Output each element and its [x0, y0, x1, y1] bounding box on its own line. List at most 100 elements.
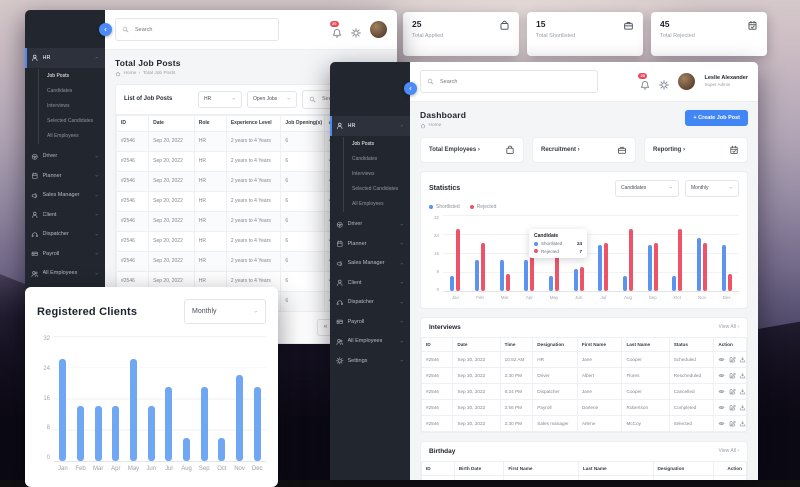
breadcrumb-home[interactable]: Home: [124, 71, 137, 76]
search-input[interactable]: [133, 26, 272, 34]
list-title: List of Job Posts: [124, 96, 193, 102]
sidebar-subitem-interviews[interactable]: Interviews: [343, 167, 410, 182]
avatar[interactable]: [678, 73, 695, 90]
y-tick-label: 16: [429, 251, 439, 256]
sidebar-item-payroll[interactable]: Payroll: [330, 312, 410, 332]
sidebar-item-sales-manager[interactable]: Sales Manager: [25, 186, 105, 206]
edit-icon[interactable]: [729, 356, 736, 363]
download-icon[interactable]: [739, 372, 746, 379]
sidebar-item-hr[interactable]: HR: [25, 48, 105, 68]
chev-down-icon: [94, 251, 100, 257]
clients-period-select[interactable]: Monthly: [184, 299, 266, 324]
sidebar-subitem-interviews[interactable]: Interviews: [38, 99, 105, 114]
card-icon: [31, 250, 39, 258]
sidebar-item-dispatcher[interactable]: Dispatcher: [25, 225, 105, 245]
sidebar-subitem-candidates[interactable]: Candidates: [343, 152, 410, 167]
download-icon[interactable]: [739, 356, 746, 363]
person-icon: [31, 54, 39, 62]
edit-icon[interactable]: [729, 372, 736, 379]
sidebar-subitem-selected-candidates[interactable]: Selected Candidates: [343, 182, 410, 197]
breadcrumb-home[interactable]: Home: [429, 123, 442, 128]
quick-link-recruitment[interactable]: Recruitment ›: [532, 137, 636, 163]
candidates-filter-value: Candidates: [621, 185, 646, 191]
sidebar-item-settings[interactable]: Settings: [330, 351, 410, 371]
quick-link-label: Reporting ›: [653, 147, 685, 153]
notifications-button[interactable]: 20: [640, 77, 650, 87]
quick-link-reporting[interactable]: Reporting ›: [644, 137, 748, 163]
sidebar-subitem-all-employees[interactable]: All Employees: [38, 129, 105, 144]
sidebar-subitem-job-posts[interactable]: Job Posts: [38, 69, 105, 84]
bar-registered-clients: [112, 406, 119, 461]
notifications-button[interactable]: 20: [332, 25, 342, 35]
bar-registered-clients: [201, 387, 208, 461]
candidates-filter-select[interactable]: Candidates: [615, 180, 679, 197]
sidebar-item-driver[interactable]: Driver: [25, 147, 105, 167]
column-header: First Name: [577, 337, 622, 351]
role-filter-select[interactable]: HR: [198, 91, 242, 108]
sidebar-item-driver[interactable]: Driver: [330, 215, 410, 235]
sidebar-item-client[interactable]: Client: [25, 205, 105, 225]
sidebar-item-client[interactable]: Client: [330, 273, 410, 293]
settings-button[interactable]: [351, 25, 361, 35]
sidebar-item-label: Driver: [43, 153, 90, 159]
sidebar-item-dispatcher[interactable]: Dispatcher: [330, 293, 410, 313]
sidebar-collapse-button[interactable]: [404, 82, 417, 95]
sidebar-item-label: HR: [348, 123, 395, 129]
eye-icon[interactable]: [718, 420, 725, 427]
user-role: Super Admin: [704, 82, 748, 88]
sidebar-subitem-candidates[interactable]: Candidates: [38, 84, 105, 99]
sidebar-item-planner[interactable]: Planner: [330, 234, 410, 254]
download-icon[interactable]: [739, 404, 746, 411]
sidebar-collapse-button[interactable]: [99, 23, 112, 36]
status-filter-select[interactable]: Open Jobs: [247, 91, 297, 108]
interviews-view-all-link[interactable]: View All ›: [719, 324, 739, 330]
bar-group-aug: [178, 336, 196, 461]
edit-icon[interactable]: [729, 404, 736, 411]
avatar[interactable]: [370, 21, 387, 38]
person-icon: [336, 122, 344, 130]
edit-icon[interactable]: [729, 420, 736, 427]
search-icon: [309, 96, 316, 103]
edit-icon[interactable]: [729, 388, 736, 395]
bar-registered-clients: [236, 375, 243, 461]
bar-group-may: [125, 336, 143, 461]
eye-icon[interactable]: [718, 372, 725, 379]
stat-card-total-shortlisted: 15 Total Shortlisted: [527, 12, 643, 56]
column-header: Designation: [533, 337, 578, 351]
download-icon[interactable]: [739, 420, 746, 427]
eye-icon[interactable]: [718, 404, 725, 411]
sidebar-item-label: All Employees: [348, 338, 395, 344]
search-input[interactable]: [438, 78, 591, 86]
sidebar-item-hr[interactable]: HR: [330, 116, 410, 136]
sidebar-item-all-employees[interactable]: All Employees: [25, 264, 105, 284]
create-job-post-button[interactable]: + Create Job Post: [685, 110, 748, 126]
home-icon: [115, 71, 121, 77]
eye-icon[interactable]: [718, 356, 725, 363]
table-cell: 5:24 PM: [500, 383, 533, 399]
sidebar-item-all-employees[interactable]: All Employees: [330, 332, 410, 352]
period-filter-select[interactable]: Monthly: [685, 180, 739, 197]
x-tick-label: Oct: [213, 462, 231, 472]
megaphone-icon: [31, 192, 39, 200]
birthday-view-all-link[interactable]: View All ›: [719, 448, 739, 454]
bar-rejected: [728, 274, 732, 291]
sidebar-item-payroll[interactable]: Payroll: [25, 244, 105, 264]
quick-link-total-employees[interactable]: Total Employees ›: [420, 137, 524, 163]
search-box[interactable]: [115, 18, 279, 41]
sidebar-subitem-selected-candidates[interactable]: Selected Candidates: [38, 114, 105, 129]
sidebar-item-sales-manager[interactable]: Sales Manager: [330, 254, 410, 274]
download-icon[interactable]: [739, 388, 746, 395]
search-box[interactable]: [420, 70, 598, 93]
sidebar-item-planner[interactable]: Planner: [25, 166, 105, 186]
settings-button[interactable]: [659, 77, 669, 87]
sidebar-subitem-job-posts[interactable]: Job Posts: [343, 137, 410, 152]
table-cell: 6: [281, 131, 324, 151]
eye-icon[interactable]: [718, 388, 725, 395]
sidebar-subitem-all-employees[interactable]: All Employees: [343, 197, 410, 212]
